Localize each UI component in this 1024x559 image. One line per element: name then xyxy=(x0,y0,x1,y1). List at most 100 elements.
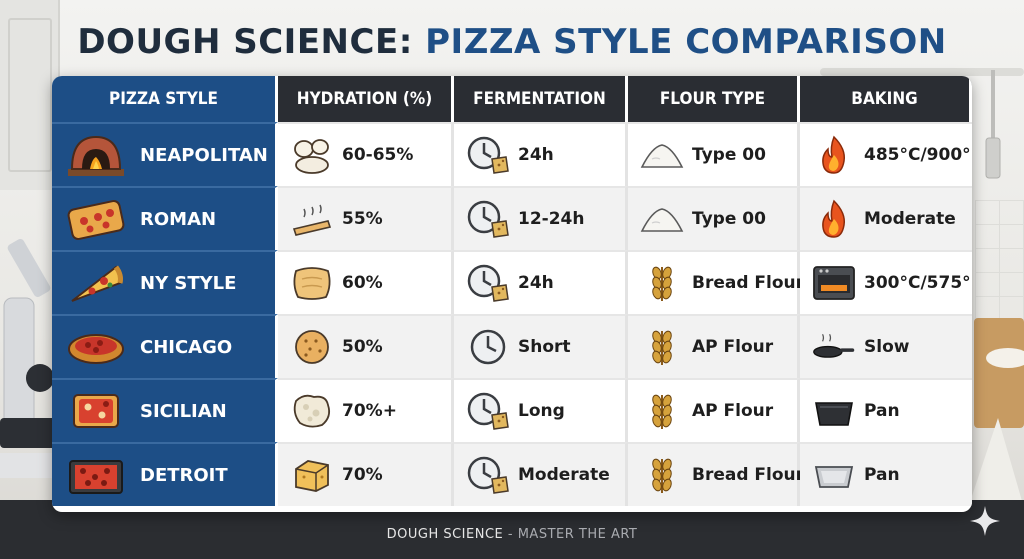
fermentation-value: Moderate xyxy=(518,465,610,485)
title-accent: PIZZA STYLE COMPARISON xyxy=(425,22,947,62)
detroit-pan-pizza-icon xyxy=(66,455,126,495)
fermentation-value: Short xyxy=(518,337,571,357)
flour-bag-icon xyxy=(968,318,1024,508)
flour-pile-icon xyxy=(640,135,684,175)
flour-type-value: Bread Flour xyxy=(692,273,805,293)
flour-type-value: Type 00 xyxy=(692,145,766,165)
clock-dough-icon xyxy=(466,391,510,431)
style-value: CHICAGO xyxy=(140,336,233,358)
page-title: DOUGH SCIENCE: PIZZA STYLE COMPARISON xyxy=(0,22,1024,62)
cell-hydration: 60-65% xyxy=(278,122,454,186)
cell-hydration: 50% xyxy=(278,314,454,378)
steel-pan-icon xyxy=(812,455,856,495)
hydration-value: 60% xyxy=(342,273,383,293)
cell-fermentation: 24h xyxy=(454,122,628,186)
flour-pile-icon xyxy=(640,199,684,239)
cell-fermentation: Moderate xyxy=(454,442,628,506)
title-primary: DOUGH SCIENCE: xyxy=(77,22,413,62)
cracker-icon xyxy=(290,327,334,367)
pizza-slice-icon xyxy=(66,263,126,303)
dough-sheet-icon xyxy=(290,263,334,303)
skillet-icon xyxy=(812,327,856,367)
footer: DOUGH SCIENCE - MASTER THE ART xyxy=(0,527,1024,542)
wood-fired-oven-icon xyxy=(66,135,126,176)
clock-dough-icon xyxy=(466,135,510,175)
flour-type-value: AP Flour xyxy=(692,401,774,421)
clock-dough-icon xyxy=(466,199,510,239)
footer-tagline: - MASTER THE ART xyxy=(503,527,638,542)
baking-value: Slow xyxy=(864,337,910,357)
table-grid: PIZZA STYLE HYDRATION (%) FERMENTATION F… xyxy=(52,76,972,506)
spatula-icon xyxy=(985,70,1001,179)
cell-baking: 485°C/900°F xyxy=(800,122,972,186)
flour-type-value: Bread Flour xyxy=(692,465,805,485)
cell-baking: Moderate xyxy=(800,186,972,250)
cell-style: NY STYLE xyxy=(52,250,278,314)
cell-fermentation: 24h xyxy=(454,250,628,314)
cell-style: NEAPOLITAN xyxy=(52,122,278,186)
cell-style: CHICAGO xyxy=(52,314,278,378)
cell-style: DETROIT xyxy=(52,442,278,506)
utensil-rail xyxy=(820,68,1024,76)
cell-baking: Pan xyxy=(800,378,972,442)
dark-pan-icon xyxy=(812,391,856,431)
cell-hydration: 55% xyxy=(278,186,454,250)
style-value: NY STYLE xyxy=(140,272,237,294)
wheat-icon xyxy=(640,263,684,303)
cell-flour-type: Bread Flour xyxy=(628,250,804,314)
cell-hydration: 70%+ xyxy=(278,378,454,442)
baking-value: 485°C/900°F xyxy=(864,145,972,165)
cell-flour-type: AP Flour xyxy=(628,378,800,442)
hydration-value: 70% xyxy=(342,465,383,485)
header-baking: BAKING xyxy=(800,76,972,122)
style-value: ROMAN xyxy=(140,208,217,230)
cell-fermentation: Short xyxy=(454,314,628,378)
cell-flour-type: AP Flour xyxy=(628,314,800,378)
deck-oven-icon xyxy=(812,263,856,303)
fermentation-value: 24h xyxy=(518,273,554,293)
sparkle-icon xyxy=(970,506,1000,536)
hydration-value: 50% xyxy=(342,337,383,357)
airy-dough-icon xyxy=(290,391,334,431)
cell-baking: Slow xyxy=(800,314,972,378)
square-pizza-icon xyxy=(66,391,126,431)
wheat-icon xyxy=(640,391,684,431)
header-hydration: HYDRATION (%) xyxy=(278,76,454,122)
cell-fermentation: Long xyxy=(454,378,628,442)
microscope-icon xyxy=(0,238,58,478)
cell-baking: Pan xyxy=(800,442,972,506)
focaccia-cube-icon xyxy=(290,455,334,495)
cell-style: SICILIAN xyxy=(52,378,278,442)
clock-dough-icon xyxy=(466,455,510,495)
hydration-value: 60-65% xyxy=(342,145,414,165)
baking-value: Pan xyxy=(864,401,900,421)
fermentation-value: Long xyxy=(518,401,565,421)
cell-flour-type: Bread Flour xyxy=(628,442,804,506)
baking-value: Pan xyxy=(864,465,900,485)
style-value: SICILIAN xyxy=(140,400,227,422)
thin-crust-icon xyxy=(290,199,334,239)
flour-type-value: AP Flour xyxy=(692,337,774,357)
baking-value: Moderate xyxy=(864,209,956,229)
fermentation-value: 12-24h xyxy=(518,209,585,229)
header-pizza-style: PIZZA STYLE xyxy=(52,76,278,122)
cell-flour-type: Type 00 xyxy=(628,186,800,250)
cell-flour-type: Type 00 xyxy=(628,122,800,186)
cell-hydration: 70% xyxy=(278,442,454,506)
style-value: NEAPOLITAN xyxy=(140,144,268,166)
style-value: DETROIT xyxy=(140,464,228,486)
hydration-value: 55% xyxy=(342,209,383,229)
wheat-icon xyxy=(640,327,684,367)
cell-baking: 300°C/575°F xyxy=(800,250,972,314)
hydration-value: 70%+ xyxy=(342,401,397,421)
flame-icon xyxy=(812,199,856,239)
cell-fermentation: 12-24h xyxy=(454,186,628,250)
clock-icon xyxy=(466,327,510,367)
baking-value: 300°C/575°F xyxy=(864,273,972,293)
comparison-table: PIZZA STYLE HYDRATION (%) FERMENTATION F… xyxy=(52,76,972,512)
wall-tiles xyxy=(975,200,1024,320)
cell-hydration: 60% xyxy=(278,250,454,314)
footer-brand: DOUGH SCIENCE xyxy=(386,527,504,542)
header-flour-type: FLOUR TYPE xyxy=(628,76,800,122)
wheat-icon xyxy=(640,455,684,495)
